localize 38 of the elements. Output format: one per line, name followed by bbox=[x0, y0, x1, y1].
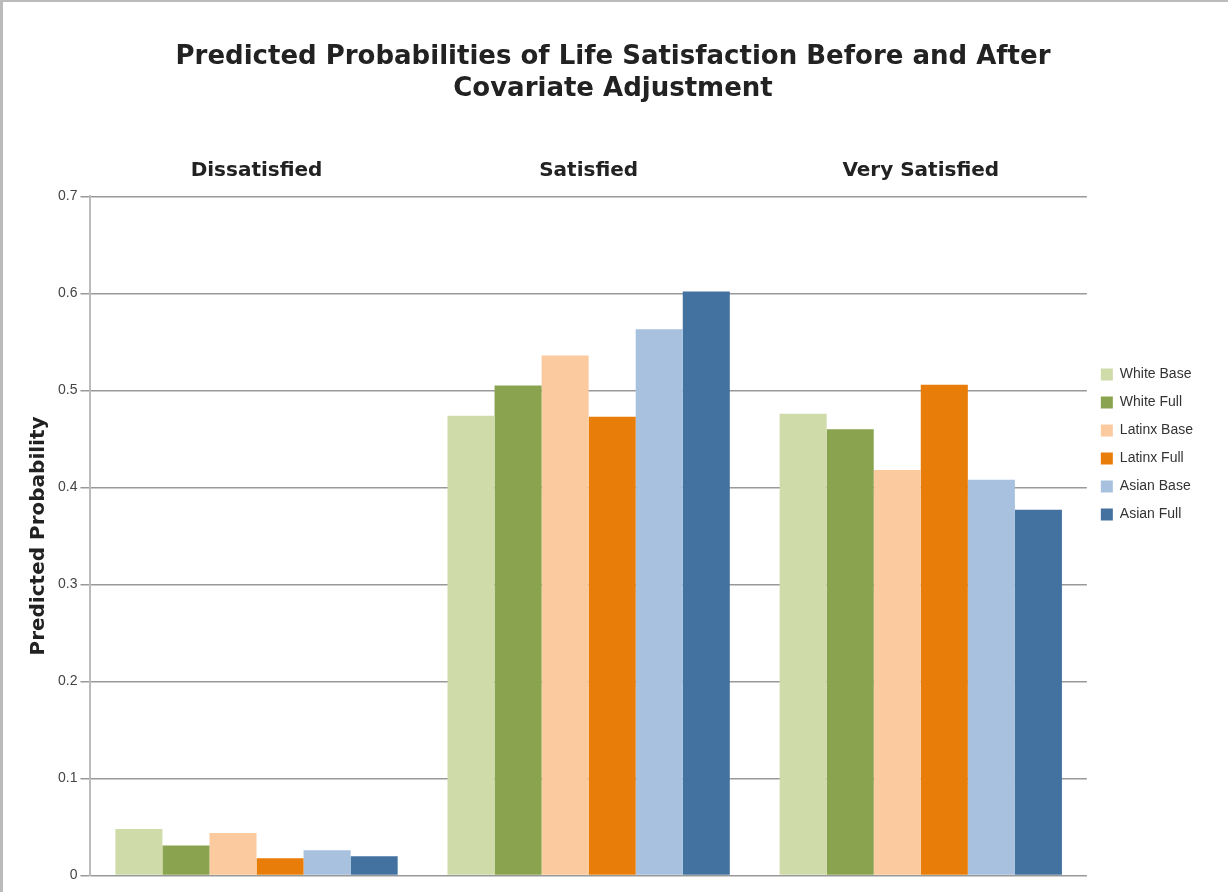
bar bbox=[635, 329, 683, 875]
bar bbox=[209, 832, 257, 875]
legend-label: White Base bbox=[1119, 365, 1192, 382]
y-axis-title: Predicted Probability bbox=[25, 416, 50, 656]
bar bbox=[350, 856, 398, 875]
legend-label: Latinx Base bbox=[1119, 421, 1194, 438]
y-tick-label: 0.6 bbox=[57, 284, 78, 301]
bar bbox=[826, 429, 874, 875]
y-tick-label: 0 bbox=[69, 866, 78, 883]
x-tick-label: Dissatisfied bbox=[190, 156, 323, 181]
bar bbox=[873, 470, 921, 875]
y-tick-label: 0.2 bbox=[57, 672, 78, 689]
bar bbox=[303, 850, 351, 875]
x-tick-label: Very Satisfied bbox=[842, 156, 1000, 181]
bar bbox=[541, 355, 589, 875]
text: Covariate Adjustment bbox=[453, 71, 773, 102]
bar bbox=[682, 291, 730, 875]
bar bbox=[588, 416, 636, 875]
text: Predicted Probabilities of Life Satisfaction Before and After bbox=[175, 40, 1051, 71]
bar bbox=[920, 384, 968, 875]
bar bbox=[494, 385, 542, 875]
legend-label: White Full bbox=[1119, 393, 1183, 410]
legend-label: Asian Base bbox=[1119, 477, 1191, 494]
bar bbox=[447, 415, 495, 875]
legend-label: Latinx Full bbox=[1119, 449, 1184, 466]
bar bbox=[1014, 509, 1062, 875]
y-tick-label: 0.4 bbox=[57, 478, 78, 495]
y-tick-label: 0.1 bbox=[57, 769, 78, 786]
y-tick-label: 0.7 bbox=[57, 187, 78, 204]
bar bbox=[779, 413, 827, 875]
bar bbox=[115, 829, 163, 875]
bar bbox=[256, 858, 304, 875]
y-tick-label: 0.5 bbox=[57, 381, 78, 398]
y-tick-label: 0.3 bbox=[57, 575, 78, 592]
legend-label: Asian Full bbox=[1119, 505, 1182, 522]
bar bbox=[162, 845, 210, 875]
bar bbox=[967, 479, 1015, 875]
x-tick-label: Satisfied bbox=[539, 156, 639, 181]
